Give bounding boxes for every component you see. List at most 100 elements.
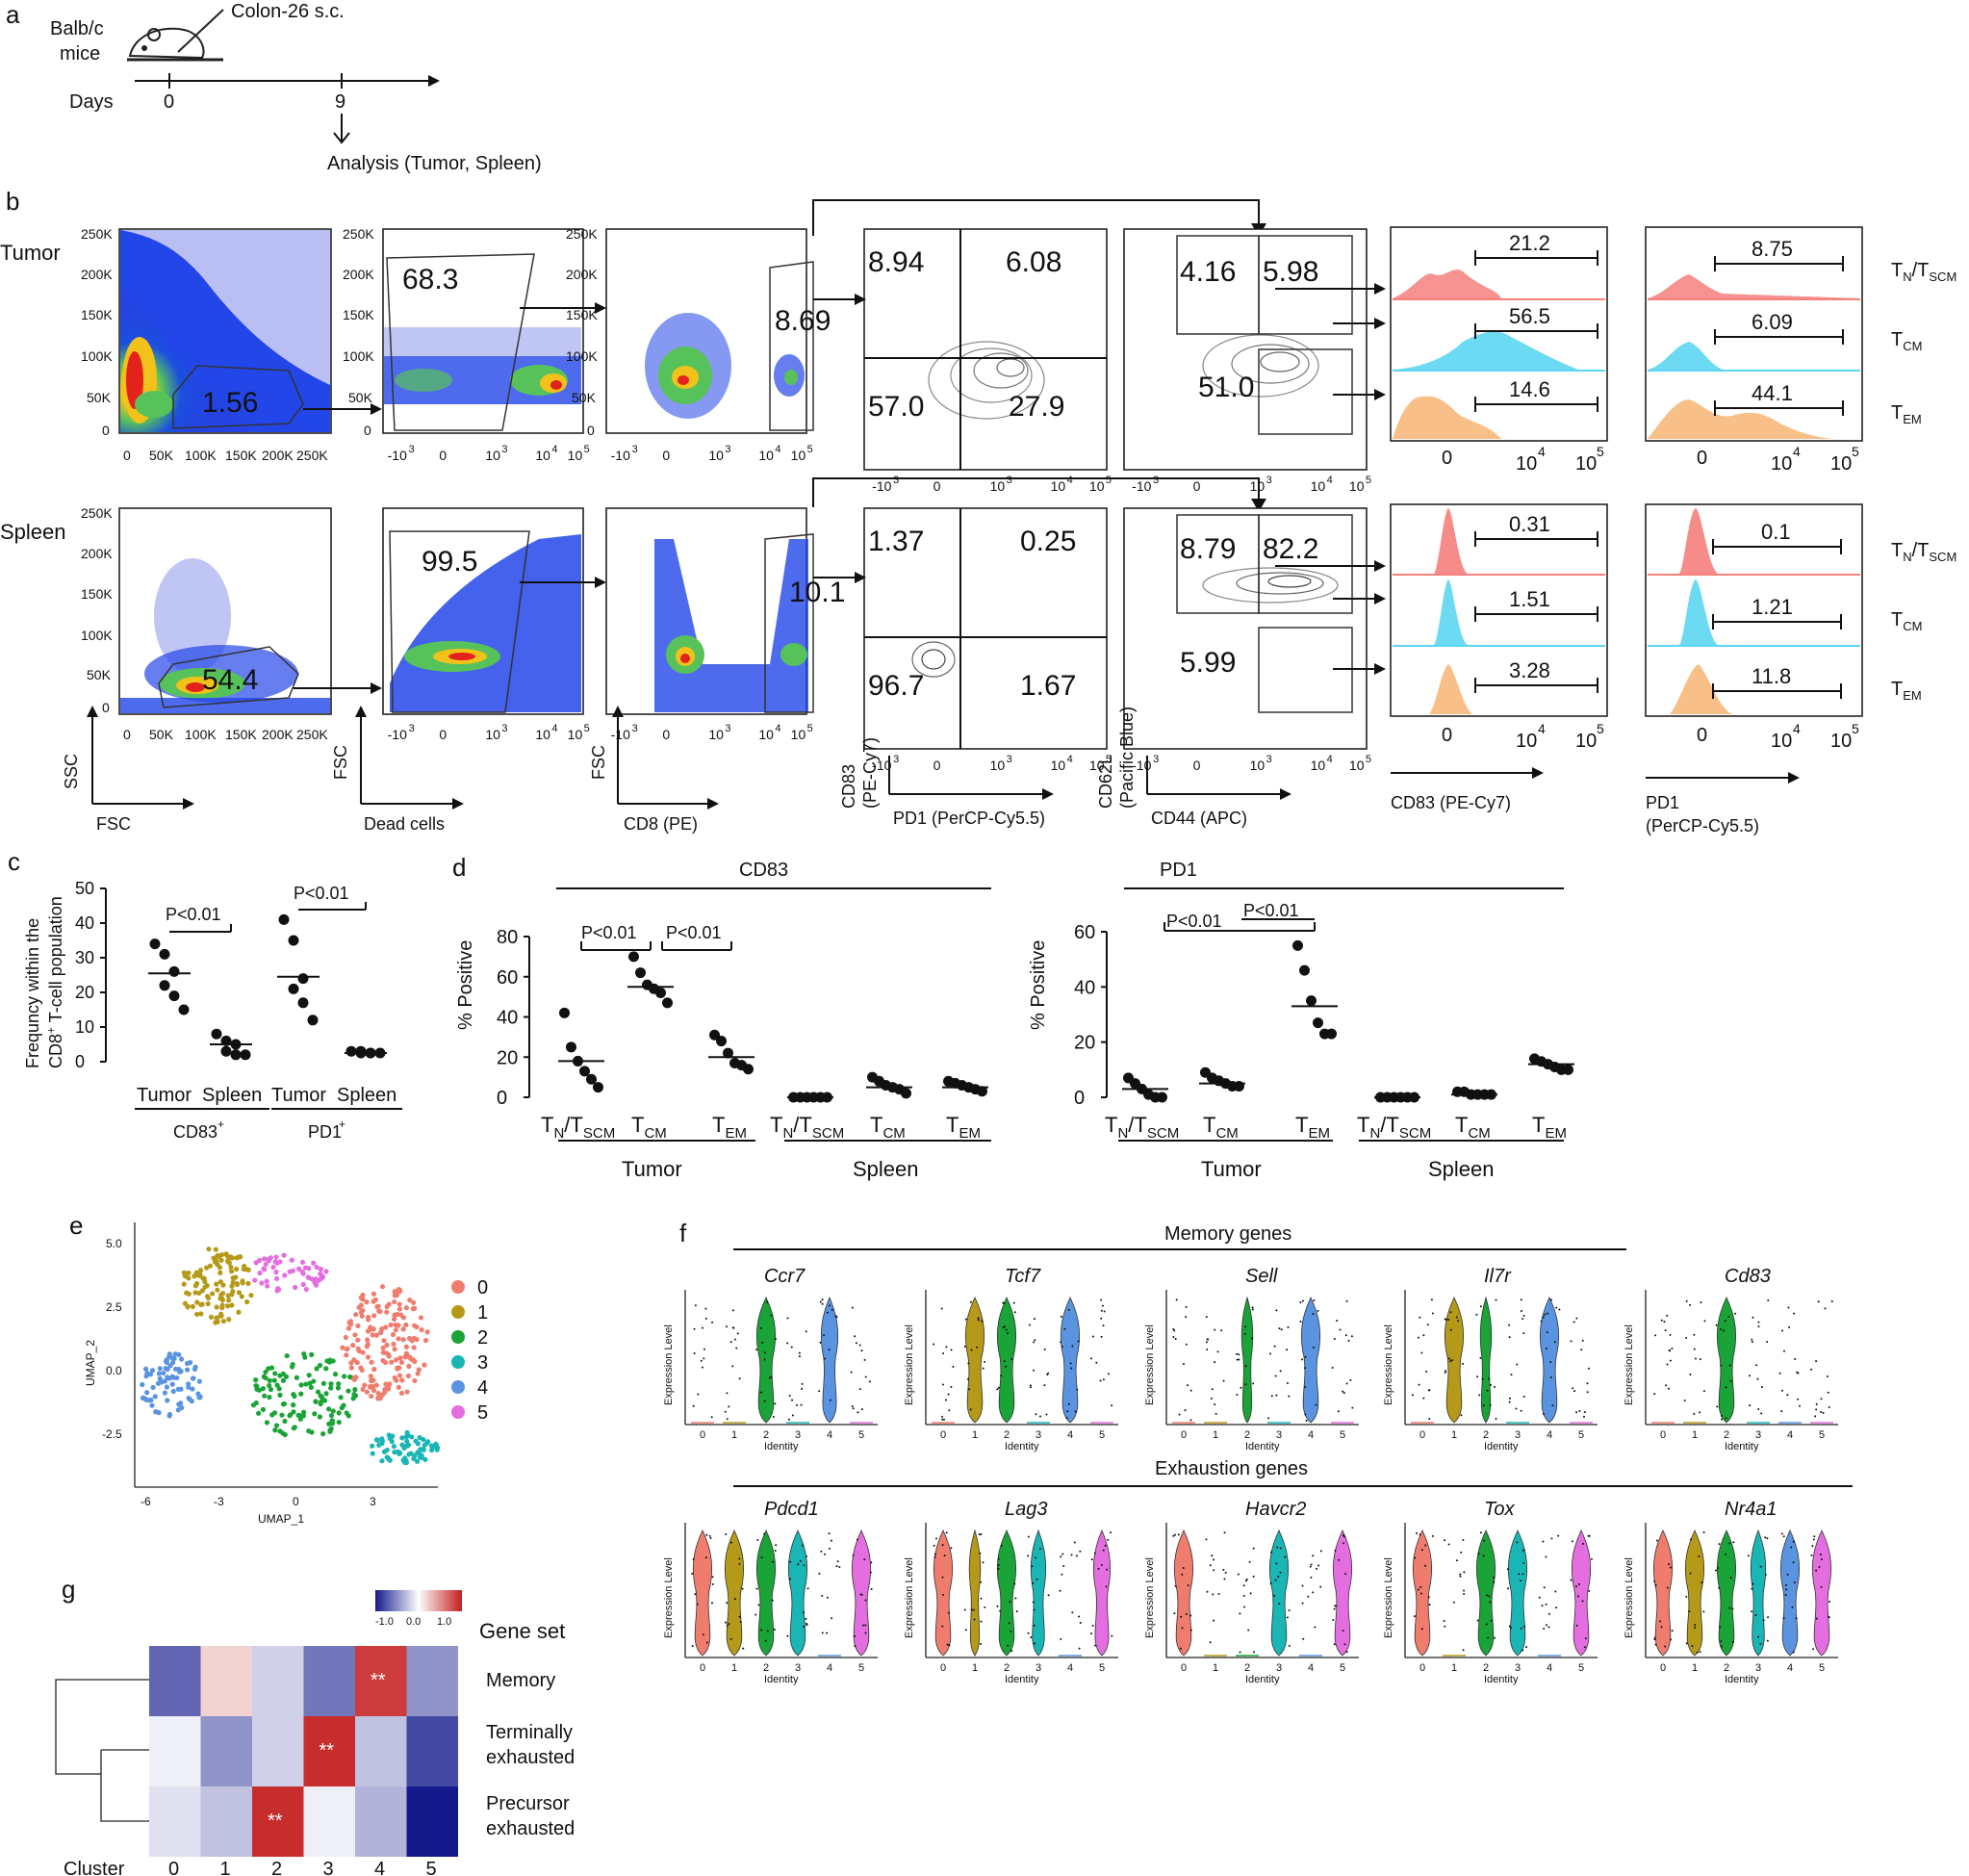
svg-text:150K: 150K <box>81 586 113 602</box>
umap-point <box>346 1374 353 1380</box>
umap-point <box>230 1275 236 1281</box>
umap-point <box>213 1246 218 1252</box>
d-category-label: TN/TSCM <box>770 1113 844 1142</box>
umap-point <box>392 1347 397 1352</box>
spleen-quad-ll: 96.7 <box>868 670 924 702</box>
umap-point <box>225 1293 231 1298</box>
umap-point <box>373 1437 380 1443</box>
umap-point <box>228 1264 234 1271</box>
umap-point <box>226 1298 232 1303</box>
svg-text:50K: 50K <box>87 667 112 682</box>
heatmap-cell <box>406 1646 458 1716</box>
tumor-pd1-histograms: 8.75 6.09 44.1 <box>1645 226 1863 442</box>
umap-point <box>407 1298 413 1303</box>
legend-swatch <box>451 1305 465 1319</box>
umap-point <box>344 1410 349 1416</box>
umap-point <box>393 1327 398 1333</box>
umap-point <box>259 1280 265 1286</box>
cbar-tick-1: -1.0 <box>375 1616 394 1628</box>
d-cd83-pval-1: P<0.01 <box>581 923 637 942</box>
umap-point <box>320 1380 326 1386</box>
umap-point <box>175 1386 181 1392</box>
d-point <box>743 1064 754 1075</box>
umap-point <box>321 1398 328 1403</box>
violin-shape <box>1479 1296 1493 1424</box>
violin-shape <box>965 1297 984 1424</box>
d-point <box>716 1036 727 1047</box>
c-point <box>288 983 299 994</box>
tumor-quad-ll: 57.0 <box>868 391 924 423</box>
connector-bottom <box>812 477 1260 507</box>
umap-point <box>253 1400 259 1406</box>
panel-label-e: e <box>69 1211 83 1240</box>
umap-point <box>323 1269 329 1274</box>
log-tick-exp: 3 <box>725 444 730 455</box>
umap-point <box>296 1266 302 1272</box>
umap-point <box>236 1309 242 1315</box>
log-tick: 10 <box>1089 478 1105 494</box>
svg-text:100K: 100K <box>81 348 113 364</box>
d-category-label: TEM <box>946 1113 981 1142</box>
c-ylabel-1: Frequncy within the <box>23 918 42 1068</box>
log-tick-exp: 5 <box>807 444 813 455</box>
umap-point <box>275 1286 281 1292</box>
identity-tick: 3 <box>1755 1429 1761 1441</box>
heatmap-cell <box>355 1786 407 1857</box>
heatmap-col-label: 4 <box>374 1859 385 1876</box>
legend-swatch <box>451 1280 465 1294</box>
umap-point <box>383 1381 389 1387</box>
umap-point <box>399 1435 405 1441</box>
identity-tick: 4 <box>827 1662 832 1674</box>
umap-point <box>332 1372 339 1377</box>
e-ytick-4: -2.5 <box>102 1427 122 1441</box>
violin-ylabel: Expression Level <box>1383 1324 1394 1405</box>
violin-shape <box>756 1529 776 1657</box>
tumor-cd83-hist-3: 14.6 <box>1509 377 1550 401</box>
d-point <box>709 1029 720 1041</box>
spleen-pd1-cd83-plot: 1.37 0.25 96.7 1.67 <box>863 507 1108 750</box>
violin-xlabel: Identity <box>1005 1674 1039 1685</box>
svg-text:100K: 100K <box>566 348 598 364</box>
svg-text:250K: 250K <box>81 226 113 242</box>
umap-point <box>146 1398 152 1403</box>
tumor-mem-gate-3: 51.0 <box>1198 372 1254 403</box>
svg-text:100K: 100K <box>185 727 217 742</box>
d-category-label: TN/TSCM <box>1357 1113 1431 1142</box>
umap-point <box>214 1315 219 1321</box>
umap-point <box>311 1378 317 1384</box>
umap-point <box>190 1303 195 1309</box>
umap-point <box>381 1449 388 1454</box>
heatmap: ** ** ** <box>149 1646 458 1857</box>
violin-ylabel: Expression Level <box>1144 1324 1156 1405</box>
umap-point <box>171 1355 177 1361</box>
d-point <box>559 1007 570 1018</box>
identity-tick: 1 <box>1451 1662 1457 1674</box>
c-point <box>278 913 290 925</box>
hist-tick: 10 <box>1830 453 1852 475</box>
gene-name: Tox <box>1484 1499 1516 1520</box>
umap-point <box>328 1385 334 1391</box>
violin-shape <box>725 1529 744 1657</box>
tumor-pd1-hist-3: 44.1 <box>1752 381 1793 405</box>
svg-text:200K: 200K <box>262 448 294 463</box>
violin-lag3: Lag3 Expression Level Identity 0 1 2 3 4 5 <box>904 1499 1118 1685</box>
umap-point <box>377 1309 383 1315</box>
umap-point <box>359 1313 365 1319</box>
violin-xlabel: Identity <box>1245 1441 1280 1452</box>
svg-text:150K: 150K <box>566 307 598 322</box>
umap-point <box>186 1291 192 1297</box>
svg-text:150K: 150K <box>225 727 257 742</box>
heatmap-col-labels: 0 1 2 3 4 5 <box>168 1859 437 1876</box>
umap-point <box>340 1345 345 1350</box>
subset-label-tem-2: TEM <box>1891 679 1922 703</box>
umap-point <box>217 1296 223 1301</box>
umap-point <box>360 1386 366 1393</box>
umap-point <box>411 1345 417 1350</box>
violin-shape <box>1061 1297 1080 1424</box>
d-points <box>558 939 1574 1103</box>
violin-shape <box>1030 1529 1047 1657</box>
svg-text:100K: 100K <box>343 348 374 364</box>
e-ytick-3: 0.0 <box>106 1364 122 1377</box>
umap-point <box>328 1426 334 1431</box>
c-group-2: Spleen <box>202 1085 262 1106</box>
